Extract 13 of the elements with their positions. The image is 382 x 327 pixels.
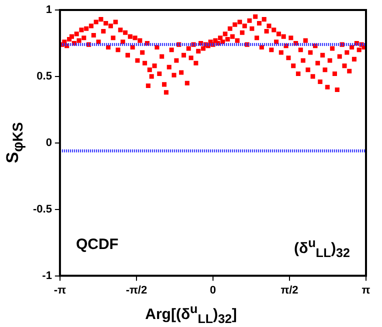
y-tick-label: 0 <box>46 136 52 149</box>
x-tick-label: π <box>362 284 371 296</box>
y-tick-label: 1 <box>46 4 52 16</box>
x-axis-title: Arg[(δ$^{u}$$_{LL}$)$_{32}$] <box>144 302 238 326</box>
y-tick-label: -0.5 <box>32 203 52 216</box>
y-tick-label: 0.5 <box>36 70 52 82</box>
x-tick-label: -π <box>54 284 67 296</box>
x-tick-label: -π/2 <box>126 284 148 296</box>
annotation: (δ$^{u}$$_{LL}$)$_{32}$ <box>294 236 350 260</box>
x-tick-label: π/2 <box>280 284 298 296</box>
y-tick-label: -1 <box>42 270 52 282</box>
x-tick-label: 0 <box>210 284 216 296</box>
annotation: QCDF <box>76 236 118 253</box>
